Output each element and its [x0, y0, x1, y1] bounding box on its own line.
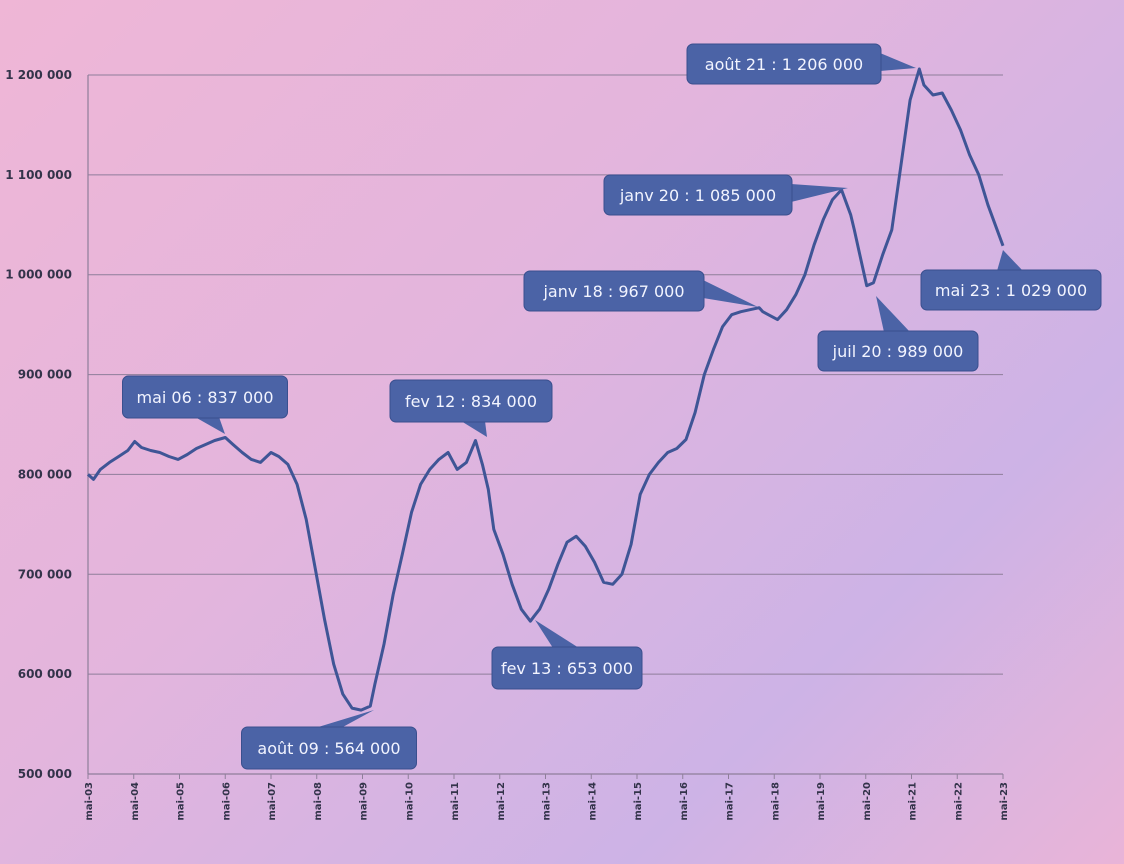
x-tick-label: mai-03	[84, 782, 95, 821]
callout-pointer	[315, 710, 374, 728]
callout-label: fev 13 : 653 000	[501, 659, 633, 678]
callout-box	[241, 726, 417, 770]
x-tick-label: mai-18	[770, 782, 781, 821]
callout-pointer	[791, 184, 848, 202]
x-tick-label: mai-05	[176, 782, 187, 821]
x-tick-label: mai-15	[633, 782, 644, 821]
callout-label: août 09 : 564 000	[257, 739, 400, 758]
callout-pointer	[195, 417, 225, 434]
callout-label: juil 20 : 989 000	[832, 342, 964, 361]
callout-pointer	[876, 296, 910, 332]
x-tick-label: mai-19	[816, 782, 827, 821]
x-tick-label: mai-09	[359, 782, 370, 821]
y-tick-label: 600 000	[18, 667, 72, 681]
callout-pointer	[461, 421, 487, 437]
y-tick-label: 1 100 000	[5, 168, 72, 182]
x-tick-label: mai-04	[130, 782, 141, 821]
callout-box	[603, 174, 793, 216]
y-tick-label: 900 000	[18, 368, 72, 382]
callout-box	[686, 43, 882, 85]
callout-pointer	[703, 280, 758, 307]
callout-box	[122, 375, 288, 419]
x-tick-label: mai-10	[404, 782, 415, 821]
x-tick-label: mai-21	[908, 782, 919, 821]
x-tick-label: mai-20	[862, 782, 873, 821]
x-tick-label: mai-13	[542, 782, 553, 821]
callout-label: août 21 : 1 206 000	[705, 55, 863, 74]
x-tick-label: mai-14	[587, 782, 598, 821]
x-tick-label: mai-08	[313, 782, 324, 821]
y-tick-label: 800 000	[18, 467, 72, 481]
callout-pointer	[997, 250, 1023, 271]
x-tick-label: mai-22	[953, 782, 964, 821]
callout-box	[389, 379, 553, 423]
callout-label: fev 12 : 834 000	[405, 392, 537, 411]
callout-pointer	[535, 620, 579, 648]
x-tick-label: mai-07	[267, 782, 278, 821]
x-tick-label: mai-16	[679, 782, 690, 821]
callout-pointer	[880, 53, 916, 71]
x-tick-label: mai-11	[450, 782, 461, 821]
x-tick-label: mai-17	[725, 782, 736, 821]
y-tick-label: 700 000	[18, 567, 72, 581]
callout-label: janv 18 : 967 000	[542, 282, 684, 301]
y-tick-label: 1 000 000	[5, 268, 72, 282]
callout-label: mai 06 : 837 000	[136, 388, 273, 407]
x-tick-label: mai-23	[999, 782, 1010, 821]
x-tick-label: mai-06	[221, 782, 232, 821]
series-line	[86, 67, 1005, 712]
callout-box	[491, 646, 643, 690]
callout-box	[523, 270, 705, 312]
x-tick-label: mai-12	[496, 782, 507, 821]
y-tick-label: 1 200 000	[5, 68, 72, 82]
callout-label: janv 20 : 1 085 000	[619, 186, 776, 205]
y-tick-label: 500 000	[18, 767, 72, 781]
callout-label: mai 23 : 1 029 000	[935, 281, 1087, 300]
callout-box	[817, 330, 979, 372]
callout-box	[920, 269, 1102, 311]
